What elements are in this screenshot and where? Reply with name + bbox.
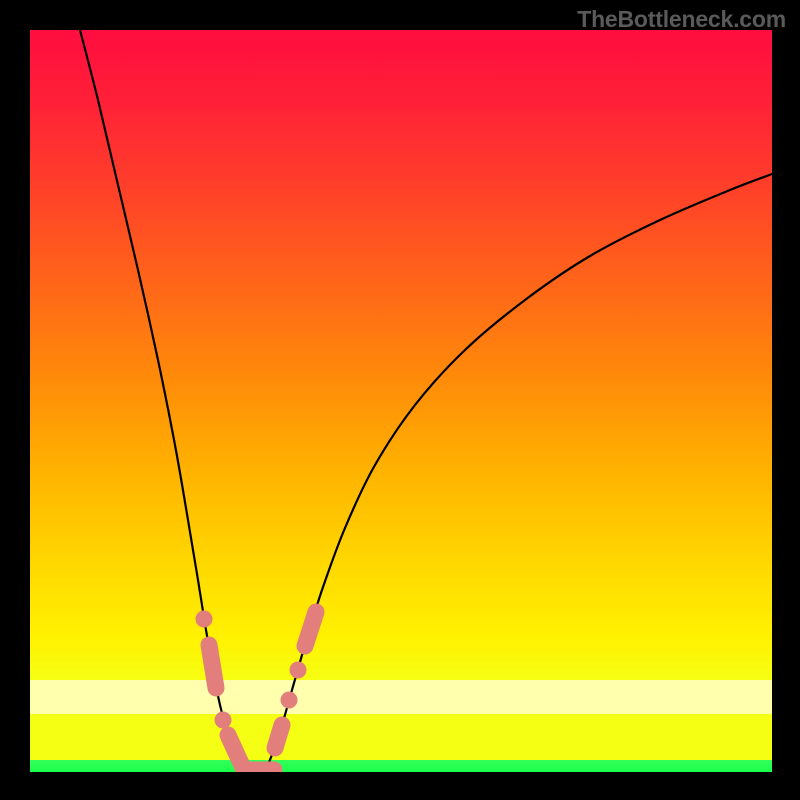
marker-dot-3 (290, 662, 307, 679)
chart-root: TheBottleneck.com (0, 0, 800, 800)
marker-capsule-4 (305, 612, 316, 646)
watermark-text: TheBottleneck.com (577, 6, 786, 33)
curve-left (80, 30, 246, 772)
curve-right (265, 174, 772, 772)
marker-dot-2 (281, 692, 298, 709)
marker-capsule-3 (275, 725, 282, 748)
curves-svg (30, 30, 772, 772)
plot-area (30, 30, 772, 772)
marker-dot-1 (215, 712, 232, 729)
marker-capsule-0 (209, 645, 216, 688)
marker-dot-0 (196, 611, 213, 628)
